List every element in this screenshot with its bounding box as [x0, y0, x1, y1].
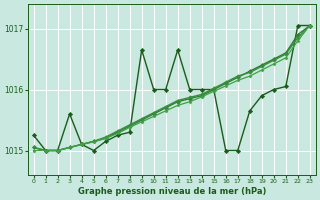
- X-axis label: Graphe pression niveau de la mer (hPa): Graphe pression niveau de la mer (hPa): [77, 187, 266, 196]
